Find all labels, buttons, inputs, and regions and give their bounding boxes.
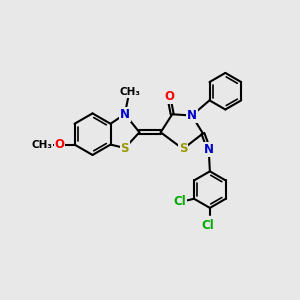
Text: Cl: Cl	[202, 219, 214, 232]
Text: N: N	[187, 109, 197, 122]
Text: Cl: Cl	[174, 195, 187, 208]
Text: CH₃: CH₃	[120, 87, 141, 97]
Text: S: S	[179, 142, 187, 155]
Text: O: O	[164, 90, 174, 103]
Text: O: O	[55, 138, 64, 151]
Text: CH₃: CH₃	[31, 140, 52, 150]
Text: N: N	[204, 143, 214, 156]
Text: S: S	[121, 142, 129, 154]
Text: N: N	[120, 108, 130, 121]
